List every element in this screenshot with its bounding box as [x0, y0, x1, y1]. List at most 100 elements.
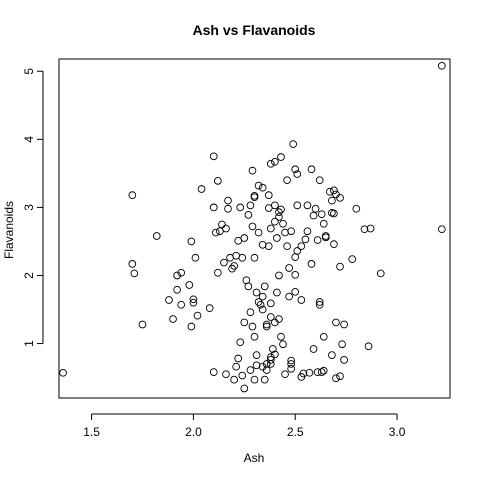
data-point	[209, 368, 218, 376]
x-axis-label: Ash	[244, 451, 265, 465]
data-point	[271, 350, 279, 359]
data-point	[340, 356, 348, 364]
data-point	[275, 213, 283, 221]
data-point	[224, 196, 232, 205]
data-point	[360, 225, 369, 234]
data-point	[275, 271, 283, 280]
data-point	[246, 308, 255, 317]
data-point	[266, 360, 275, 368]
data-point	[250, 332, 259, 341]
data-point	[211, 228, 220, 237]
data-point	[254, 298, 263, 306]
data-point	[438, 225, 446, 234]
data-point	[258, 292, 267, 301]
data-point	[246, 366, 255, 374]
data-point	[297, 296, 306, 304]
data-point	[252, 361, 261, 370]
data-point	[232, 362, 241, 371]
data-point	[340, 320, 348, 329]
x-tick-label: 1.5	[83, 425, 100, 439]
data-point	[281, 228, 289, 237]
data-point	[252, 288, 261, 297]
y-tick-label: 2	[22, 272, 36, 279]
data-point	[254, 228, 263, 237]
data-point	[173, 271, 181, 280]
y-axis: 1 2 3 4 5	[22, 68, 44, 347]
data-point	[130, 269, 139, 278]
data-point	[262, 320, 271, 329]
data-point	[311, 204, 320, 213]
data-point	[193, 311, 202, 320]
data-point	[271, 157, 279, 166]
data-point	[209, 203, 218, 212]
data-point	[59, 368, 67, 377]
data-point	[177, 268, 186, 277]
data-point	[238, 253, 247, 262]
data-point	[244, 282, 253, 291]
data-point	[254, 181, 263, 190]
x-axis: 1.5 2.0 2.5 3.0	[83, 413, 406, 439]
data-point	[248, 322, 257, 331]
data-point	[283, 242, 291, 251]
data-point	[177, 300, 186, 309]
y-tick-label: 1	[22, 340, 36, 347]
data-point	[330, 186, 338, 195]
data-point	[222, 370, 230, 379]
data-point	[266, 159, 275, 168]
data-point	[264, 242, 273, 251]
data-point	[279, 219, 287, 228]
data-point	[268, 345, 277, 353]
data-point	[273, 234, 281, 242]
data-point	[336, 194, 344, 202]
data-point	[305, 368, 314, 377]
data-point	[209, 152, 218, 161]
data-point	[321, 232, 330, 240]
data-point	[299, 369, 308, 378]
data-point	[258, 305, 267, 314]
x-tick-label: 2.5	[287, 425, 304, 439]
data-point	[336, 372, 344, 381]
data-point	[277, 332, 285, 341]
data-point	[189, 295, 198, 304]
data-point	[285, 264, 293, 272]
data-point	[313, 236, 322, 244]
data-point	[277, 205, 285, 214]
data-point	[303, 201, 312, 210]
data-point	[250, 191, 259, 200]
data-point	[317, 210, 326, 219]
data-point	[222, 224, 230, 233]
data-point	[189, 298, 198, 307]
data-point	[138, 320, 147, 329]
data-point	[297, 242, 306, 251]
data-point	[307, 165, 316, 174]
data-point	[438, 61, 446, 70]
data-point	[317, 368, 326, 376]
x-tick-label: 3.0	[389, 425, 406, 439]
data-point	[336, 262, 344, 271]
data-point	[271, 201, 279, 210]
data-point	[301, 235, 310, 244]
data-point	[248, 166, 257, 175]
data-point	[220, 258, 228, 267]
chart-title: Ash vs Flavanoids	[193, 22, 316, 38]
data-point	[256, 300, 265, 309]
data-point	[169, 315, 177, 323]
data-point	[240, 318, 249, 327]
data-point	[250, 253, 259, 262]
data-point	[315, 300, 324, 309]
data-point	[281, 370, 289, 379]
data-point	[293, 170, 302, 178]
data-point	[277, 153, 285, 161]
data-point	[291, 287, 300, 296]
data-point	[224, 204, 232, 213]
data-point	[266, 313, 275, 321]
data-point	[191, 253, 200, 262]
data-point	[330, 209, 338, 218]
data-point	[213, 268, 222, 277]
data-point	[291, 270, 300, 279]
data-point	[238, 371, 247, 380]
data-point	[287, 364, 296, 373]
data-point	[246, 201, 255, 210]
data-point	[266, 356, 275, 364]
